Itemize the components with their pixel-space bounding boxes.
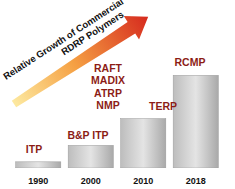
annotation: NMP (96, 99, 119, 111)
bar (173, 75, 218, 168)
title-line: Relative Growth of Commercial (1, 0, 125, 82)
annotation: ITP (26, 143, 42, 155)
x-tick-label: 1990 (28, 176, 48, 186)
title-line: RDRP Polymers (59, 9, 126, 58)
chart: Relative Growth of CommercialRDRP Polyme… (0, 0, 235, 189)
annotation: RCMP (175, 56, 206, 68)
annotation: TERP (149, 100, 177, 112)
annotation: B&P ITP (67, 129, 108, 141)
annotation: MADIX (91, 74, 125, 86)
annotation: RAFT (94, 62, 123, 74)
title: Relative Growth of CommercialRDRP Polyme… (1, 0, 131, 91)
bars (16, 75, 219, 168)
bar (16, 162, 61, 168)
x-tick-label: 2000 (81, 176, 101, 186)
annotation: ATRP (94, 87, 122, 99)
bar (121, 119, 166, 168)
x-tick-label: 2010 (133, 176, 153, 186)
x-tick-label: 2018 (186, 176, 206, 186)
bar (68, 145, 113, 168)
